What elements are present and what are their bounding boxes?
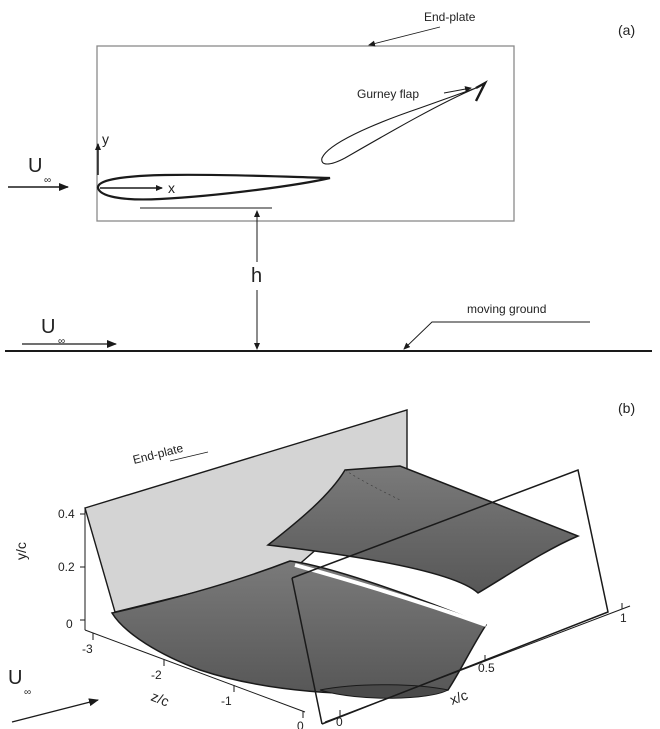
end-plate-pointer [368,26,441,47]
panel-a-tag: (a) [618,22,635,38]
y-axis-label: y [102,131,109,147]
freestream-b-arrow [11,698,99,723]
panel-b-tag: (b) [618,400,635,416]
gurney-flap-label: Gurney flap [357,87,419,101]
x-tick-label-1: 0.5 [478,661,495,675]
slot-gap [294,563,487,627]
z-tick-label-3: 0 [297,719,304,729]
freestream-b-subscript: ∞ [24,687,31,698]
panel-b: (b) End-plate 0.4 0.2 0 y/c -3 -2 -1 [8,400,635,729]
panel-a: (a) End-plate Gurney flap y x U ∞ h U ∞ … [5,10,652,352]
domain-frame [291,468,609,725]
main-element-airfoil [96,173,331,201]
flap-surface [266,465,580,594]
ground-u-label: U [41,316,55,338]
gurney-flap-pointer [443,86,472,94]
z-tick-label-2: -1 [221,694,232,708]
x-axis-3d [324,605,631,723]
x-axis-label: x [168,180,175,196]
ground-u-subscript: ∞ [58,336,65,347]
moving-ground-pointer [403,321,590,350]
freestream-b-u-label: U [8,667,22,689]
z-tick-label-1: -2 [151,668,162,682]
x-tick-label-0: 0 [336,715,343,729]
y-axis-title: y/c [13,542,29,560]
z-tick-label-0: -3 [82,642,93,656]
end-plate-3d-pointer [169,451,209,462]
height-label: h [251,265,262,287]
end-plate-outline [96,45,515,222]
moving-ground-label: moving ground [467,302,546,316]
freestream-u-label: U [28,155,42,177]
gurney-flap [474,80,488,102]
x-axis-title: x/c [448,687,470,708]
end-plate-3d-label: End-plate [131,441,185,467]
y-tick-label-0: 0.4 [58,507,75,521]
y-tick-label-1: 0.2 [58,560,75,574]
end-plate-label: End-plate [424,10,476,24]
y-tick-label-2: 0 [66,617,73,631]
main-wing-tip-profile [319,684,450,699]
freestream-u-subscript: ∞ [44,175,51,186]
x-tick-label-2: 1 [620,611,627,625]
z-axis-3d [84,629,306,713]
domain-frame-edge [291,577,323,725]
flap-element-airfoil [321,87,477,165]
z-axis-title: z/c [149,688,172,710]
